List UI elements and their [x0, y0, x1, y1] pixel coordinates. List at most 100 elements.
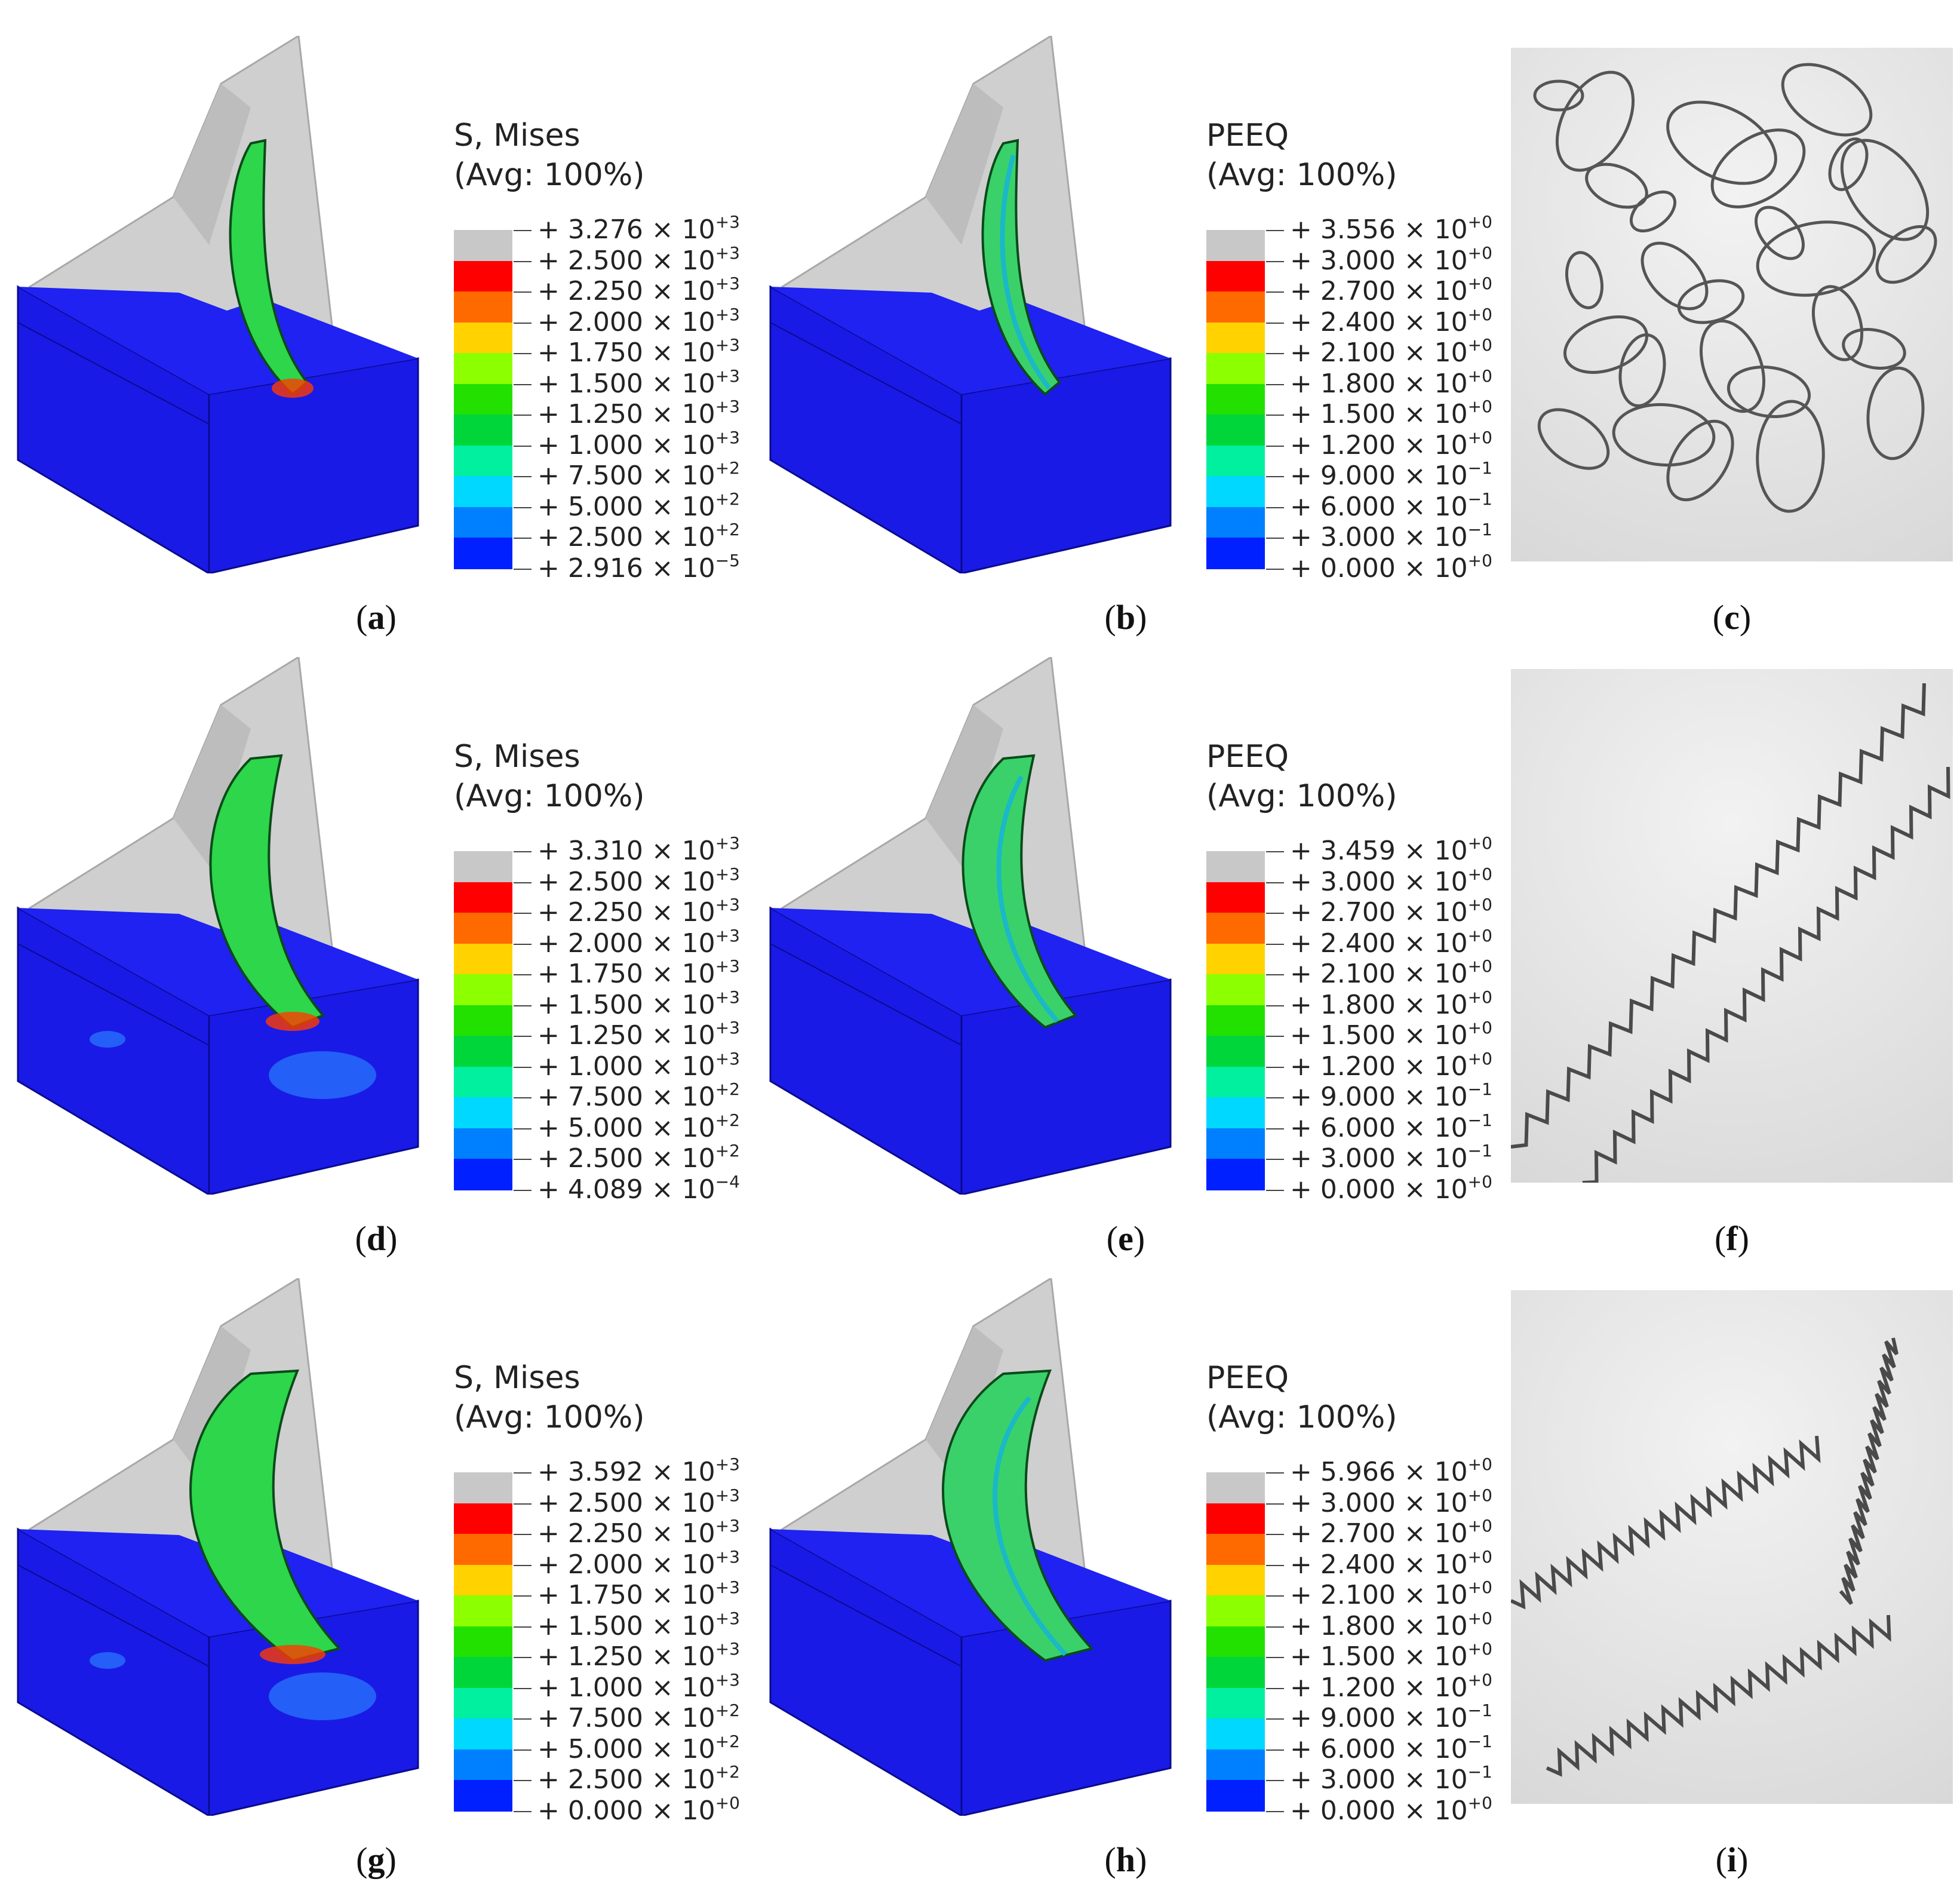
legend-value: + 2.500 × 10+2 — [537, 1143, 740, 1174]
panel-caption: (h) — [1104, 1840, 1147, 1879]
legend-swatch — [1206, 476, 1265, 508]
legend-exponent: +0 — [1467, 1639, 1492, 1659]
chip-curl — [1555, 70, 1635, 172]
chip-photo-drawing — [1510, 683, 1950, 1184]
legend-tick — [1266, 1564, 1284, 1566]
legend-tick — [514, 1472, 532, 1474]
legend-value: + 7.500 × 10+2 — [537, 460, 740, 491]
legend-mantissa: + 2.700 × 10 — [1290, 897, 1468, 928]
legend-swatch — [454, 507, 512, 538]
legend-tick — [1266, 882, 1284, 883]
fe-model-render — [17, 1278, 419, 1816]
legend-tick — [514, 882, 532, 883]
legend-tick — [1266, 1189, 1284, 1191]
legend-value: + 1.000 × 10+3 — [537, 1671, 740, 1703]
legend-mantissa: + 2.250 × 10 — [537, 276, 715, 306]
legend-swatch — [1206, 1066, 1265, 1098]
legend-mantissa: + 0.000 × 10 — [1290, 1795, 1468, 1826]
legend-exponent: +0 — [1467, 550, 1492, 570]
legend-exponent: +3 — [715, 274, 740, 293]
legend-colorbar — [454, 851, 512, 1190]
legend-exponent: +3 — [715, 1454, 740, 1474]
legend-swatch — [1206, 1097, 1265, 1129]
legend-mantissa: + 3.000 × 10 — [1290, 1143, 1468, 1174]
chip-curl — [1811, 285, 1864, 361]
legend-mantissa: + 1.250 × 10 — [537, 399, 715, 429]
legend-swatch — [1206, 913, 1265, 944]
legend-tick — [514, 230, 532, 231]
legend-exponent: +2 — [715, 1762, 740, 1782]
legend-value: + 6.000 × 10−1 — [1290, 490, 1492, 522]
legend-swatch — [454, 1657, 512, 1689]
legend-title: PEEQ — [1206, 739, 1289, 775]
legend-value: + 7.500 × 10+2 — [537, 1081, 740, 1112]
legend-exponent: +0 — [1467, 366, 1492, 386]
legend-exponent: +0 — [1467, 243, 1492, 263]
legend-swatch — [1206, 1718, 1265, 1750]
legend-tick — [1266, 1749, 1284, 1751]
panel-letter: i — [1726, 1840, 1737, 1879]
legend-tick — [514, 1749, 532, 1751]
fe-model-render — [769, 1278, 1172, 1816]
panel-letter: g — [367, 1840, 385, 1879]
legend-mantissa: + 2.000 × 10 — [537, 306, 715, 337]
stress-hotspot — [260, 1645, 325, 1664]
legend-mantissa: + 2.500 × 10 — [537, 1764, 715, 1795]
legend-exponent: +3 — [715, 1048, 740, 1069]
legend-tick — [514, 415, 532, 416]
legend-mantissa: + 2.916 × 10 — [537, 552, 715, 584]
legend-tick — [514, 538, 532, 539]
legend-swatch — [1206, 507, 1265, 538]
legend-swatch — [454, 943, 512, 975]
legend-tick — [514, 260, 532, 262]
legend-tick — [1266, 1595, 1284, 1597]
chip-photo — [1511, 48, 1953, 561]
legend-tick — [1266, 913, 1284, 914]
legend-value: + 0.000 × 10+0 — [537, 1794, 740, 1826]
tool-face — [926, 1326, 1003, 1487]
legend-value: + 2.100 × 10+0 — [1290, 958, 1492, 989]
legend-swatch — [454, 476, 512, 508]
legend-swatch — [1206, 230, 1265, 262]
legend-swatch — [1206, 1005, 1265, 1036]
legend-value: + 1.500 × 10+3 — [537, 367, 740, 399]
chip-curl — [1840, 139, 1930, 241]
legend-tick — [1266, 538, 1284, 539]
legend-mantissa: + 7.500 × 10 — [537, 461, 715, 491]
legend-exponent: +3 — [715, 1018, 740, 1038]
legend-value: + 5.000 × 10+2 — [537, 1733, 740, 1764]
legend-mantissa: + 2.500 × 10 — [537, 1143, 715, 1174]
legend-exponent: +0 — [1467, 1577, 1492, 1597]
legend-tick — [1266, 507, 1284, 508]
chip-curl — [1533, 79, 1584, 112]
legend-value: + 3.276 × 10+3 — [537, 214, 740, 245]
legend-swatch — [454, 974, 512, 1006]
legend-exponent: +0 — [1467, 1048, 1492, 1069]
block-edge — [17, 1564, 210, 1667]
panel-caption: (a) — [356, 598, 397, 637]
tool-face — [173, 705, 251, 866]
legend-mantissa: + 3.000 × 10 — [1290, 245, 1468, 276]
legend-swatch — [454, 1534, 512, 1566]
legend-value: + 1.500 × 10+3 — [537, 1610, 740, 1641]
legend-value: + 1.500 × 10+3 — [537, 989, 740, 1020]
legend-mantissa: + 1.200 × 10 — [1290, 429, 1468, 461]
panel-letter: c — [1724, 598, 1740, 637]
legend-swatch — [1206, 1564, 1265, 1596]
legend-swatch — [454, 1036, 512, 1067]
legend-value: + 2.250 × 10+3 — [537, 274, 740, 306]
legend-mantissa: + 3.000 × 10 — [1290, 522, 1468, 552]
legend-mantissa: + 2.100 × 10 — [1290, 1580, 1468, 1610]
legend-swatch — [1206, 538, 1265, 569]
chip-curl — [1754, 205, 1805, 260]
legend-tick — [1266, 1472, 1284, 1474]
legend-tick — [514, 1159, 532, 1160]
chip-curl — [1866, 366, 1925, 461]
legend-swatch — [454, 230, 512, 262]
tool-face — [926, 84, 1003, 245]
legend-exponent: −4 — [715, 1171, 740, 1192]
legend-swatch — [1206, 1503, 1265, 1534]
chip — [961, 754, 1078, 1029]
legend-tick — [1266, 851, 1284, 852]
legend-tick — [514, 974, 532, 975]
